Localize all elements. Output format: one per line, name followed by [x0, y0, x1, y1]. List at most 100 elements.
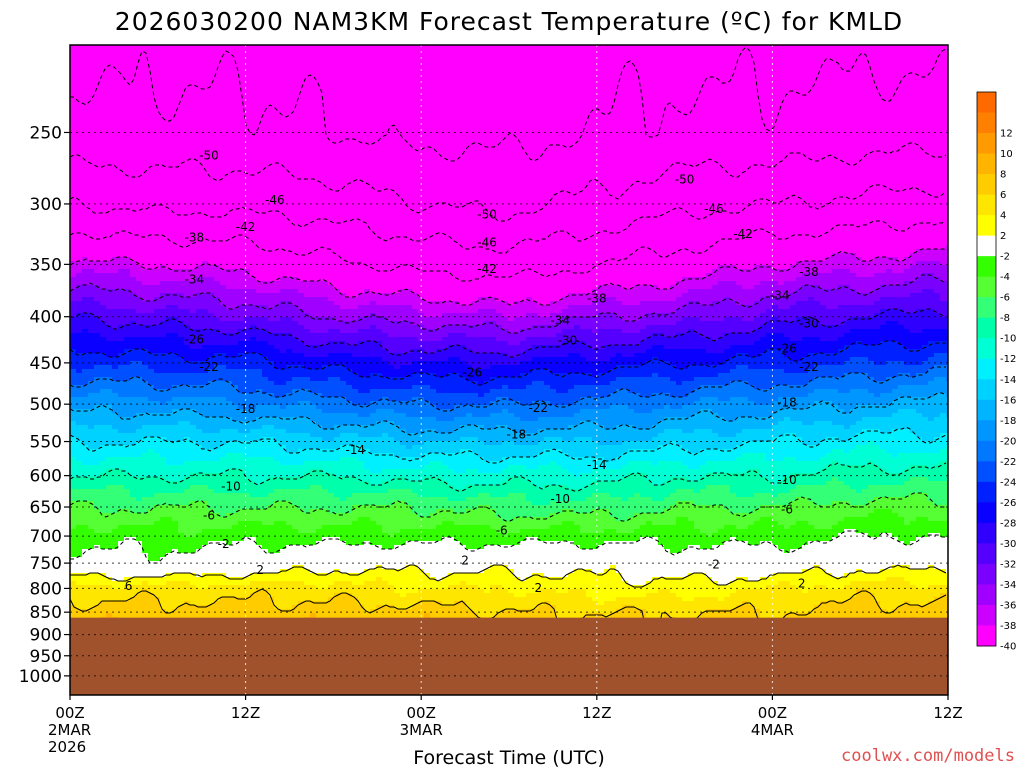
- temperature-cell: [208, 293, 215, 298]
- temperature-cell: [244, 281, 251, 286]
- temperature-cell: [76, 545, 83, 550]
- temperature-cell: [82, 517, 89, 522]
- temperature-cell: [88, 257, 95, 262]
- temperature-cell: [226, 493, 233, 498]
- temperature-cell: [160, 349, 167, 354]
- temperature-cell: [124, 561, 131, 566]
- temperature-cell: [196, 209, 203, 214]
- temperature-cell: [226, 341, 233, 346]
- temperature-cell: [172, 585, 179, 590]
- temperature-cell: [244, 373, 251, 378]
- temperature-cell: [82, 97, 89, 102]
- temperature-cell: [148, 57, 155, 62]
- temperature-cell: [196, 73, 203, 78]
- temperature-cell: [154, 189, 161, 194]
- temperature-cell: [142, 161, 149, 166]
- temperature-cell: [142, 269, 149, 274]
- temperature-cell: [76, 505, 83, 510]
- temperature-cell: [226, 193, 233, 198]
- temperature-cell: [88, 357, 95, 362]
- temperature-cell: [178, 53, 185, 58]
- temperature-cell: [250, 209, 257, 214]
- temperature-cell: [118, 145, 125, 150]
- temperature-cell: [142, 153, 149, 158]
- temperature-cell: [166, 109, 173, 114]
- temperature-cell: [100, 389, 107, 394]
- temperature-cell: [100, 545, 107, 550]
- temperature-cell: [94, 457, 101, 462]
- temperature-cell: [70, 345, 77, 350]
- temperature-cell: [226, 373, 233, 378]
- temperature-cell: [166, 77, 173, 82]
- temperature-cell: [166, 329, 173, 334]
- temperature-cell: [130, 129, 137, 134]
- temperature-cell: [184, 325, 191, 330]
- temperature-cell: [220, 493, 227, 498]
- temperature-cell: [202, 529, 209, 534]
- temperature-cell: [220, 81, 227, 86]
- temperature-cell: [112, 441, 119, 446]
- temperature-cell: [142, 473, 149, 478]
- temperature-cell: [250, 161, 257, 166]
- temperature-cell: [88, 553, 95, 558]
- temperature-cell: [148, 333, 155, 338]
- temperature-cell: [208, 281, 215, 286]
- temperature-cell: [208, 157, 215, 162]
- temperature-cell: [232, 209, 239, 214]
- temperature-cell: [124, 65, 131, 70]
- temperature-cell: [130, 189, 137, 194]
- temperature-cell: [106, 317, 113, 322]
- temperature-cell: [196, 97, 203, 102]
- temperature-cell: [106, 537, 113, 542]
- temperature-cell: [154, 433, 161, 438]
- temperature-cell: [226, 261, 233, 266]
- temperature-cell: [106, 117, 113, 122]
- temperature-cell: [124, 497, 131, 502]
- temperature-cell: [70, 457, 77, 462]
- temperature-cell: [190, 581, 197, 586]
- temperature-cell: [250, 217, 257, 222]
- temperature-cell: [214, 121, 221, 126]
- temperature-cell: [166, 249, 173, 254]
- temperature-cell: [202, 457, 209, 462]
- temperature-cell: [136, 381, 143, 386]
- temperature-cell: [184, 165, 191, 170]
- temperature-cell: [160, 417, 167, 422]
- temperature-cell: [232, 149, 239, 154]
- temperature-cell: [94, 449, 101, 454]
- temperature-cell: [202, 333, 209, 338]
- temperature-cell: [250, 137, 257, 142]
- temperature-cell: [136, 325, 143, 330]
- temperature-cell: [94, 121, 101, 126]
- temperature-cell: [70, 53, 77, 58]
- temperature-cell: [172, 121, 179, 126]
- temperature-cell: [118, 361, 125, 366]
- temperature-cell: [196, 137, 203, 142]
- temperature-cell: [178, 393, 185, 398]
- temperature-cell: [106, 241, 113, 246]
- temperature-cell: [100, 549, 107, 554]
- temperature-cell: [208, 337, 215, 342]
- temperature-cell: [82, 317, 89, 322]
- temperature-cell: [100, 141, 107, 146]
- temperature-cell: [70, 309, 77, 314]
- temperature-cell: [142, 513, 149, 518]
- temperature-cell: [76, 369, 83, 374]
- temperature-cell: [142, 525, 149, 530]
- temperature-cell: [130, 377, 137, 382]
- temperature-cell: [208, 197, 215, 202]
- temperature-cell: [70, 605, 77, 610]
- temperature-cell: [136, 413, 143, 418]
- temperature-cell: [220, 269, 227, 274]
- temperature-cell: [226, 465, 233, 470]
- temperature-cell: [220, 233, 227, 238]
- temperature-cell: [238, 369, 245, 374]
- temperature-cell: [166, 365, 173, 370]
- temperature-cell: [142, 261, 149, 266]
- temperature-cell: [106, 509, 113, 514]
- temperature-cell: [244, 293, 251, 298]
- temperature-cell: [196, 281, 203, 286]
- temperature-cell: [160, 45, 167, 50]
- temperature-cell: [70, 421, 77, 426]
- temperature-cell: [160, 457, 167, 462]
